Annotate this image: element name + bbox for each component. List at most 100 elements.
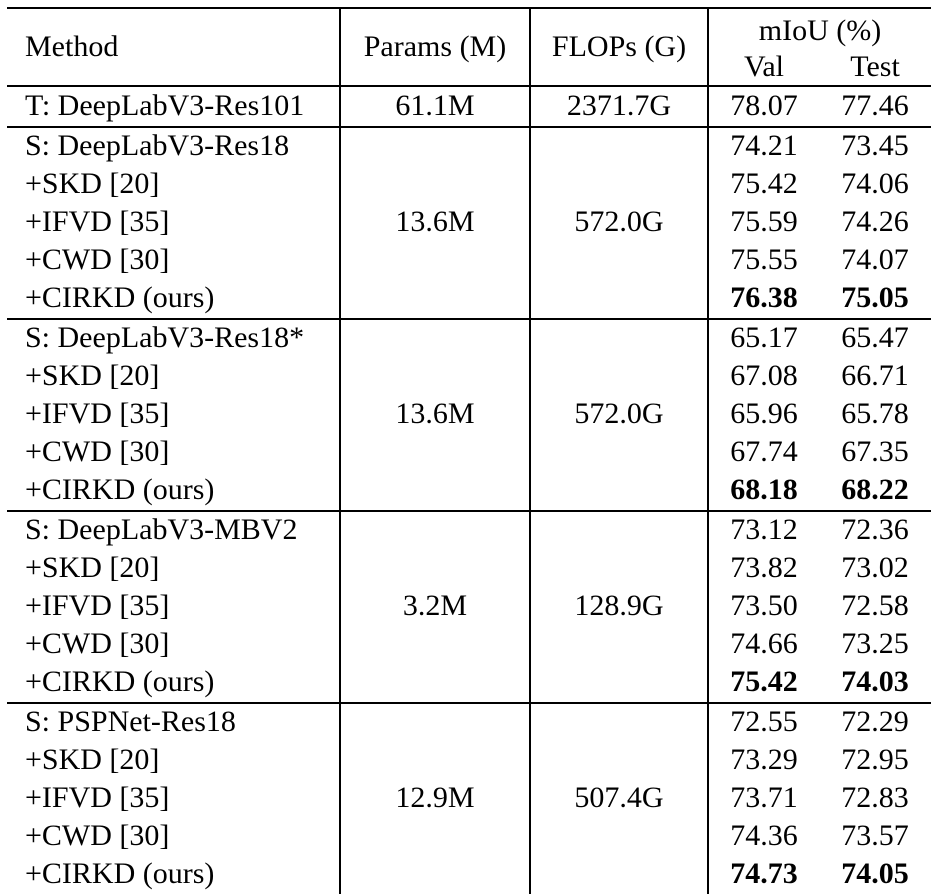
method-cell: +CWD [30]: [7, 625, 341, 664]
test-cell: 74.03: [841, 665, 909, 699]
table-row-ours: +CIRKD (ours) 75.42 74.03: [7, 663, 931, 703]
val-cell: 74.21: [730, 129, 798, 163]
val-cell: 73.50: [730, 589, 798, 623]
student-group-pspnet-res18: S: PSPNet-Res18 12.9M 507.4G 72.55 72.29…: [7, 702, 931, 894]
method-cell: +CWD [30]: [7, 241, 341, 280]
flops-cell: 507.4G: [530, 702, 709, 894]
test-cell: 65.47: [841, 321, 909, 355]
column-header-method: Method: [7, 8, 341, 86]
test-cell: 74.26: [841, 205, 909, 239]
table-row: +SKD [20] 73.29 72.95: [7, 741, 931, 780]
results-table: Method Params (M) FLOPs (G) mIoU (%) Val…: [7, 7, 931, 894]
table-row: +IFVD [35] 65.96 65.78: [7, 395, 931, 434]
val-cell: 73.82: [730, 551, 798, 585]
test-cell: 73.25: [841, 627, 909, 661]
test-cell: 72.95: [841, 743, 909, 777]
params-cell: 61.1M: [340, 85, 531, 127]
flops-cell: 572.0G: [530, 126, 709, 319]
table-row: +CWD [30] 74.36 73.57: [7, 817, 931, 856]
val-cell: 76.38: [730, 281, 798, 315]
method-cell: T: DeepLabV3-Res101: [7, 85, 341, 127]
table-row: +IFVD [35] 73.71 72.83: [7, 779, 931, 818]
val-cell: 75.42: [730, 167, 798, 201]
method-cell: +CIRKD (ours): [7, 279, 341, 319]
params-cell: 3.2M: [340, 510, 531, 703]
test-cell: 75.05: [841, 281, 909, 315]
method-cell: S: DeepLabV3-MBV2: [7, 510, 341, 550]
table-row-ours: +CIRKD (ours) 76.38 75.05: [7, 279, 931, 319]
val-cell: 73.29: [730, 743, 798, 777]
val-cell: 72.55: [730, 705, 798, 739]
method-cell: +IFVD [35]: [7, 395, 341, 434]
test-cell: 66.71: [841, 359, 909, 393]
table-row: S: DeepLabV3-Res18* 13.6M 572.0G 65.17 6…: [7, 318, 931, 511]
header-row-top: Method Params (M) FLOPs (G) mIoU (%): [7, 8, 931, 86]
column-header-test: Test: [850, 50, 900, 83]
header-row-sub: Val Test: [7, 50, 931, 86]
val-cell: 75.55: [730, 243, 798, 277]
table-row-ours: +CIRKD (ours) 68.18 68.22: [7, 471, 931, 511]
method-cell: +CWD [30]: [7, 817, 341, 856]
method-cell: S: DeepLabV3-Res18: [7, 126, 341, 166]
test-cell: 73.02: [841, 551, 909, 585]
val-cell: 74.66: [730, 627, 798, 661]
val-cell: 67.74: [730, 435, 798, 469]
val-cell: 68.18: [730, 473, 798, 507]
test-cell: 74.06: [841, 167, 909, 201]
test-cell: 74.07: [841, 243, 909, 277]
val-cell: 73.12: [730, 513, 798, 547]
test-cell: 68.22: [841, 473, 909, 507]
column-header-params: Params (M): [340, 8, 531, 86]
test-cell: 72.58: [841, 589, 909, 623]
test-cell: 77.46: [841, 88, 909, 122]
column-header-val: Val: [744, 50, 784, 83]
method-cell: +CIRKD (ours): [7, 471, 341, 511]
column-header-flops: FLOPs (G): [530, 8, 709, 86]
val-cell: 73.71: [730, 781, 798, 815]
method-cell: +IFVD [35]: [7, 779, 341, 818]
val-cell: 67.08: [730, 359, 798, 393]
method-cell: +IFVD [35]: [7, 203, 341, 242]
table-row: +SKD [20] 73.82 73.02: [7, 549, 931, 588]
table-header: Method Params (M) FLOPs (G) mIoU (%) Val…: [7, 8, 931, 86]
val-cell: 74.73: [730, 857, 798, 891]
student-group-deeplabv3-res18: S: DeepLabV3-Res18 13.6M 572.0G 74.21 73…: [7, 126, 931, 319]
test-cell: 67.35: [841, 435, 909, 469]
method-cell: +SKD [20]: [7, 357, 341, 396]
test-cell: 72.36: [841, 513, 909, 547]
test-cell: 74.05: [841, 857, 909, 891]
test-cell: 73.57: [841, 819, 909, 853]
table-row: +IFVD [35] 73.50 72.58: [7, 587, 931, 626]
table-row: S: DeepLabV3-MBV2 3.2M 128.9G 73.12 72.3…: [7, 510, 931, 703]
val-cell: 74.36: [730, 819, 798, 853]
student-group-deeplabv3-mbv2: S: DeepLabV3-MBV2 3.2M 128.9G 73.12 72.3…: [7, 510, 931, 703]
table-row: +CWD [30] 75.55 74.07: [7, 241, 931, 280]
test-cell: 73.45: [841, 129, 909, 163]
table-row: +IFVD [35] 75.59 74.26: [7, 203, 931, 242]
val-cell: 65.96: [730, 397, 798, 431]
teacher-section: T: DeepLabV3-Res101 61.1M 2371.7G 78.07 …: [7, 85, 931, 127]
method-cell: +CIRKD (ours): [7, 663, 341, 703]
flops-cell: 572.0G: [530, 318, 709, 511]
test-cell: 65.78: [841, 397, 909, 431]
table-row: S: PSPNet-Res18 12.9M 507.4G 72.55 72.29: [7, 702, 931, 894]
student-group-deeplabv3-res18-star: S: DeepLabV3-Res18* 13.6M 572.0G 65.17 6…: [7, 318, 931, 511]
method-cell: +CWD [30]: [7, 433, 341, 472]
method-cell: +SKD [20]: [7, 741, 341, 780]
table-row: +SKD [20] 75.42 74.06: [7, 165, 931, 204]
table-row: T: DeepLabV3-Res101 61.1M 2371.7G 78.07 …: [7, 85, 931, 127]
val-cell: 75.59: [730, 205, 798, 239]
params-cell: 13.6M: [340, 126, 531, 319]
test-cell: 72.29: [841, 705, 909, 739]
method-cell: S: DeepLabV3-Res18*: [7, 318, 341, 358]
val-cell: 78.07: [730, 88, 798, 122]
flops-cell: 128.9G: [530, 510, 709, 703]
val-cell: 75.42: [730, 665, 798, 699]
method-cell: +SKD [20]: [7, 549, 341, 588]
method-cell: S: PSPNet-Res18: [7, 702, 341, 742]
table-row: S: DeepLabV3-Res18 13.6M 572.0G 74.21 73…: [7, 126, 931, 319]
params-cell: 12.9M: [340, 702, 531, 894]
val-cell: 65.17: [730, 321, 798, 355]
table-row: +SKD [20] 67.08 66.71: [7, 357, 931, 396]
